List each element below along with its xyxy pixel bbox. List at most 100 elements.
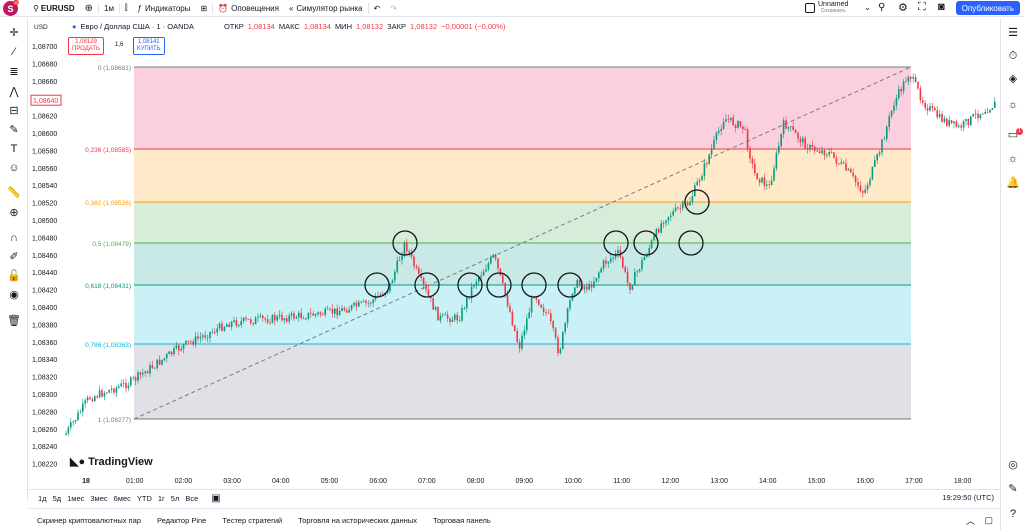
candle-body [252, 322, 254, 325]
emoji-icon[interactable]: ☺ [8, 162, 20, 174]
layout-name[interactable]: Unnamed Сохранить [818, 1, 848, 15]
panel-tab-0[interactable]: Скринер криптовалютных пар [37, 515, 141, 525]
dashboard-icon[interactable]: ◎ [1008, 459, 1018, 471]
zoom-icon[interactable]: ⊕ [9, 207, 19, 219]
candle-body [874, 160, 876, 167]
lock-drawing-icon[interactable]: ✐ [9, 251, 19, 263]
candle-body [605, 260, 607, 264]
bulb-icon[interactable]: ☼ [1007, 153, 1019, 165]
undo-button[interactable]: ↶ [369, 0, 386, 17]
camera-icon[interactable]: ◙ [938, 1, 945, 13]
candle-body [682, 202, 684, 209]
fullscreen-icon[interactable]: ⛶ [918, 1, 926, 13]
price-tick: 1,08680 [32, 61, 57, 68]
price-tick: 1,08220 [32, 462, 57, 469]
pencil-icon[interactable]: ✎ [1008, 483, 1018, 495]
timeframe-2[interactable]: 1мес [67, 494, 85, 503]
candle-body [778, 145, 780, 153]
interval-button[interactable]: 1м [104, 3, 114, 13]
replay-button[interactable]: «Симулятор рынка [284, 0, 368, 17]
right-toolbar: ☰ ⏱ ◈ ☼ ▭ 1 ☼ 🔔 ◎ ✎ ? [1000, 18, 1024, 530]
candle-body [665, 220, 667, 224]
ideas-icon[interactable]: ☼ [1007, 99, 1019, 111]
lock-icon[interactable]: 🔓 [7, 270, 21, 282]
chart-pane[interactable]: 1,08700 1,08680 1,08660 1,08640 1,08620 1,086… [29, 18, 999, 488]
timeframe-3[interactable]: 3мес [90, 494, 108, 503]
price-tick: 1,08300 [32, 392, 57, 399]
candle-body [259, 315, 262, 317]
candle-body [480, 275, 482, 278]
time-tick: 16:00 [856, 478, 874, 485]
symbol-search[interactable]: ⚲ EURUSD [28, 0, 80, 17]
alerts-label: Оповещения [231, 3, 279, 13]
crosshair-icon[interactable]: ✛ [9, 27, 19, 39]
magnet-icon[interactable]: ∩ [10, 232, 18, 244]
projection-icon[interactable]: ⊟ [9, 105, 19, 117]
tradingview-logo: ◣● TradingView [70, 455, 153, 469]
collapse-icon[interactable]: ︿ [965, 515, 975, 526]
annotation-circle [557, 272, 583, 298]
chevron-down-icon[interactable]: ⌄ [864, 3, 871, 12]
candle-body [122, 382, 125, 384]
candle-body [756, 173, 758, 180]
pattern-icon[interactable]: ⋀ [9, 86, 19, 98]
candle-body [113, 388, 115, 393]
timeframe-8[interactable]: Все [185, 494, 199, 503]
redo-button[interactable]: ↷ [385, 0, 402, 17]
templates-button[interactable]: ⊞ [195, 0, 212, 17]
compare-symbol-button[interactable]: ⊕ [80, 0, 98, 17]
price-tick: 1,08420 [32, 288, 57, 295]
sell-label: ПРОДАТЬ [72, 46, 100, 52]
brush-icon[interactable]: ✎ [9, 124, 19, 136]
quick-search-icon[interactable]: ⚲ [878, 2, 886, 13]
alerts-button[interactable]: ⏰ Оповещения [213, 0, 284, 17]
candle-body [106, 392, 108, 394]
help-icon[interactable]: ? [1009, 508, 1017, 520]
sell-button[interactable]: 1,08129 ПРОДАТЬ [68, 37, 104, 55]
timeframe-5[interactable]: YTD [136, 494, 152, 503]
utc-clock[interactable]: 19:29:50 (UTC) [942, 493, 994, 502]
candle-body [881, 139, 883, 153]
panel-tab-1[interactable]: Редактор Pine [156, 515, 207, 525]
candle-body [878, 152, 881, 155]
buy-button[interactable]: 1,08141 КУПИТЬ [133, 37, 165, 55]
panel-tab-2[interactable]: Тестер стратегий [222, 515, 283, 525]
fib-retracement-icon[interactable]: ≣ [9, 66, 19, 78]
price-tick: 1,08560 [32, 166, 57, 173]
price-chart[interactable]: 1,08700 1,08680 1,08660 1,08640 1,08620 1,086… [29, 18, 999, 488]
timeframe-1[interactable]: 5д [52, 494, 62, 503]
ruler-icon[interactable]: 📏 [7, 187, 21, 199]
candle-body [336, 308, 338, 316]
candle-body [792, 126, 794, 130]
timeframe-6[interactable]: 1г [157, 494, 165, 503]
candle-body [377, 295, 379, 297]
publish-button[interactable]: Опубликовать [955, 1, 1020, 15]
layers-icon[interactable]: ◈ [1008, 73, 1018, 85]
bell-icon[interactable]: 🔔 [1006, 177, 1020, 189]
panel-tab-3[interactable]: Торговля на исторических данных [298, 515, 417, 525]
brand-label: TradingView [88, 455, 153, 468]
candle-body [806, 148, 809, 150]
alarm-clock-icon[interactable]: ⏱ [1008, 50, 1018, 62]
timeframe-4[interactable]: 6мес [113, 494, 131, 503]
chart-type-button[interactable]: ⫿ [120, 0, 133, 17]
eye-icon[interactable]: ◉ [9, 289, 19, 301]
settings-icon[interactable]: ⚙ [898, 2, 908, 14]
candle-body [442, 314, 444, 316]
trash-icon[interactable]: 🗑 [7, 315, 21, 327]
chat-icon[interactable]: ▭ [1007, 129, 1019, 141]
candle-body [730, 117, 732, 120]
timeframe-0[interactable]: 1д [38, 494, 47, 503]
trend-line-icon[interactable]: ⁄ [13, 46, 15, 58]
indicators-button[interactable]: ƒ Индикаторы [133, 0, 196, 17]
candle-body [732, 117, 734, 126]
layout-icon[interactable] [805, 3, 815, 13]
text-icon[interactable]: T [10, 143, 18, 155]
panel-tab-4[interactable]: Торговая панель [432, 515, 491, 525]
watchlist-icon[interactable]: ☰ [1008, 27, 1018, 39]
timeframe-7[interactable]: 5л [170, 494, 180, 503]
maximize-icon[interactable]: ▢ [984, 514, 993, 525]
candle-body [192, 341, 194, 345]
candle-body [427, 289, 430, 296]
calendar-icon[interactable]: ▣ [211, 493, 221, 504]
